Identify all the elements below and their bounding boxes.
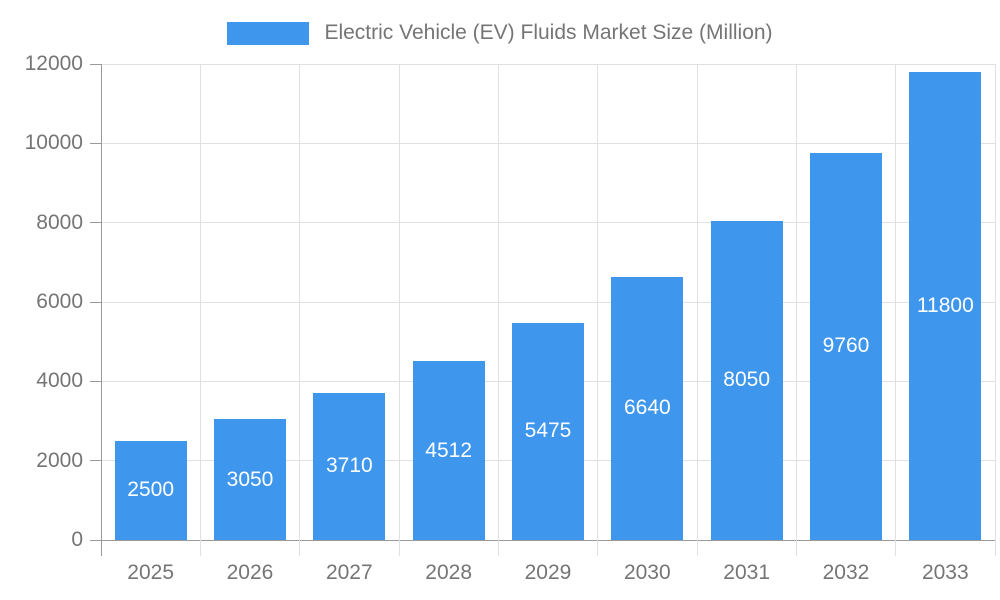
y-axis-tick-label: 8000	[36, 210, 83, 234]
x-axis-tick-label: 2033	[921, 561, 969, 584]
y-axis-tick	[90, 460, 101, 462]
x-axis-tick-label: 2028	[425, 561, 473, 584]
x-axis-tick-label: 2031	[723, 561, 771, 584]
bar-value-label: 6640	[623, 396, 671, 420]
bar-value-label: 4512	[425, 438, 473, 462]
y-axis-tick	[90, 142, 101, 144]
bar-value-label: 3050	[226, 467, 274, 491]
y-axis-tick	[90, 222, 101, 224]
bar-2030[interactable]: 6640	[611, 276, 684, 540]
x-gridline	[199, 64, 201, 556]
x-axis-tick-label: 2029	[524, 561, 572, 584]
y-gridline	[101, 222, 995, 224]
y-gridline	[101, 301, 995, 303]
bar-value-label: 9760	[822, 334, 870, 358]
bar-2028[interactable]: 4512	[412, 361, 485, 540]
x-gridline	[994, 64, 996, 556]
x-axis-tick-label: 2027	[325, 561, 373, 584]
bar-2027[interactable]: 3710	[313, 392, 386, 540]
bar-value-label: 5475	[524, 419, 572, 443]
legend-label: Electric Vehicle (EV) Fluids Market Size…	[324, 21, 773, 44]
legend[interactable]: Electric Vehicle (EV) Fluids Market Size…	[0, 21, 1000, 45]
y-axis-tick	[90, 380, 101, 382]
y-axis-tick-label: 10000	[24, 131, 83, 155]
x-gridline	[795, 64, 797, 556]
legend-swatch-icon	[227, 21, 310, 45]
x-gridline	[696, 64, 698, 556]
x-axis-tick-label: 2030	[623, 561, 671, 584]
x-gridline	[299, 64, 301, 556]
x-axis-tick-label: 2026	[226, 561, 274, 584]
x-gridline	[398, 64, 400, 556]
x-axis-tick-label: 2032	[822, 561, 870, 584]
y-gridline	[101, 63, 995, 65]
y-axis-tick-label: 12000	[24, 52, 83, 75]
bar-value-label: 2500	[127, 478, 175, 502]
bar-2029[interactable]: 5475	[512, 322, 584, 540]
bar-2026[interactable]: 3050	[214, 419, 286, 540]
bar-2025[interactable]: 2500	[114, 440, 187, 540]
x-axis-baseline	[90, 539, 995, 541]
bar-value-label: 8050	[723, 368, 771, 392]
bar-2033[interactable]: 11800	[909, 71, 982, 540]
y-axis-tick-label: 0	[71, 528, 83, 551]
y-axis-tick-label: 2000	[36, 448, 83, 472]
y-axis-line	[100, 64, 102, 556]
bar-2031[interactable]: 8050	[710, 220, 783, 540]
x-gridline	[895, 64, 897, 556]
x-gridline	[597, 64, 599, 556]
x-axis-tick-label: 2025	[127, 561, 175, 584]
y-axis-tick	[90, 301, 101, 303]
plot-area: 0 2000 4000 6000 8000 10000 12000 2500 2025 3050 2…	[25, 52, 996, 584]
y-gridline	[101, 142, 995, 144]
x-gridline	[497, 64, 499, 556]
bar-value-label: 11800	[916, 293, 974, 317]
y-axis-tick	[90, 63, 101, 65]
bar-value-label: 3710	[325, 454, 373, 478]
y-axis-tick-label: 6000	[36, 290, 83, 313]
bar-2032[interactable]: 9760	[810, 152, 882, 540]
y-axis-tick-label: 4000	[36, 369, 83, 393]
